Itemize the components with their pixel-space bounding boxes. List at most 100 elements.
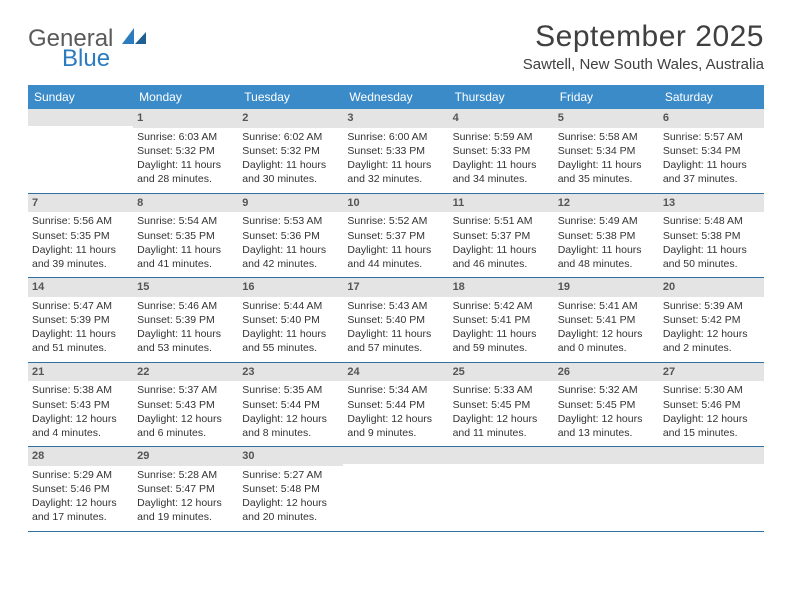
day-details: Sunrise: 5:57 AMSunset: 5:34 PMDaylight:… [659, 128, 764, 193]
header: General Blue September 2025 Sawtell, New… [28, 20, 764, 73]
day-number: 6 [659, 109, 764, 128]
sunrise-text: Sunrise: 5:43 AM [347, 299, 444, 313]
day-number-empty [28, 109, 133, 126]
day-details: Sunrise: 5:27 AMSunset: 5:48 PMDaylight:… [238, 466, 343, 531]
sunrise-text: Sunrise: 5:59 AM [453, 130, 550, 144]
calendar-cell: 9Sunrise: 5:53 AMSunset: 5:36 PMDaylight… [238, 194, 343, 278]
day-number: 23 [238, 363, 343, 382]
sunrise-text: Sunrise: 5:37 AM [137, 383, 234, 397]
daylight-text: Daylight: 11 hours and 57 minutes. [347, 327, 444, 355]
calendar-cell: 20Sunrise: 5:39 AMSunset: 5:42 PMDayligh… [659, 278, 764, 362]
daylight-text: Daylight: 12 hours and 8 minutes. [242, 412, 339, 440]
sunrise-text: Sunrise: 5:41 AM [558, 299, 655, 313]
calendar-cell: 4Sunrise: 5:59 AMSunset: 5:33 PMDaylight… [449, 109, 554, 193]
sunrise-text: Sunrise: 5:44 AM [242, 299, 339, 313]
day-details: Sunrise: 5:35 AMSunset: 5:44 PMDaylight:… [238, 381, 343, 446]
calendar-cell: 27Sunrise: 5:30 AMSunset: 5:46 PMDayligh… [659, 363, 764, 447]
daylight-text: Daylight: 12 hours and 0 minutes. [558, 327, 655, 355]
day-number: 15 [133, 278, 238, 297]
sunset-text: Sunset: 5:47 PM [137, 482, 234, 496]
calendar-cell: 14 Sunrise: 5:47 AMSunset: 5:39 PMDayligh… [28, 278, 133, 362]
day-number-empty [554, 447, 659, 464]
sunset-text: Sunset: 5:38 PM [558, 229, 655, 243]
daylight-text: Daylight: 11 hours and 44 minutes. [347, 243, 444, 271]
day-header: Monday [133, 85, 238, 109]
day-details: Sunrise: 5:49 AMSunset: 5:38 PMDaylight:… [554, 212, 659, 277]
sunrise-text: Sunrise: 5:57 AM [663, 130, 760, 144]
calendar-row: 21Sunrise: 5:38 AMSunset: 5:43 PMDayligh… [28, 363, 764, 448]
calendar-cell: 19Sunrise: 5:41 AMSunset: 5:41 PMDayligh… [554, 278, 659, 362]
calendar-cell [554, 447, 659, 531]
sunset-text: Sunset: 5:33 PM [347, 144, 444, 158]
day-header: Thursday [449, 85, 554, 109]
daylight-text: Daylight: 11 hours and 59 minutes. [453, 327, 550, 355]
day-header: Wednesday [343, 85, 448, 109]
day-details: Sunrise: 6:02 AMSunset: 5:32 PMDaylight:… [238, 128, 343, 193]
day-number-empty [343, 447, 448, 464]
day-details: Sunrise: 5:28 AMSunset: 5:47 PMDaylight:… [133, 466, 238, 531]
sunrise-text: Sunrise: 5:48 AM [663, 214, 760, 228]
day-number: 12 [554, 194, 659, 213]
sunrise-text: Sunrise: 5:35 AM [242, 383, 339, 397]
daylight-text: Daylight: 12 hours and 4 minutes. [32, 412, 129, 440]
calendar-cell: 12Sunrise: 5:49 AMSunset: 5:38 PMDayligh… [554, 194, 659, 278]
calendar: SundayMondayTuesdayWednesdayThursdayFrid… [28, 85, 764, 532]
sunset-text: Sunset: 5:38 PM [663, 229, 760, 243]
calendar-cell: 23Sunrise: 5:35 AMSunset: 5:44 PMDayligh… [238, 363, 343, 447]
sunset-text: Sunset: 5:32 PM [137, 144, 234, 158]
day-details: Sunrise: 5:59 AMSunset: 5:33 PMDaylight:… [449, 128, 554, 193]
daylight-text: Daylight: 11 hours and 51 minutes. [32, 327, 129, 355]
daylight-text: Daylight: 12 hours and 6 minutes. [137, 412, 234, 440]
sunrise-text: Sunrise: 6:02 AM [242, 130, 339, 144]
calendar-cell: 6Sunrise: 5:57 AMSunset: 5:34 PMDaylight… [659, 109, 764, 193]
daylight-text: Daylight: 11 hours and 32 minutes. [347, 158, 444, 186]
daylight-text: Daylight: 11 hours and 39 minutes. [32, 243, 129, 271]
day-number-empty [449, 447, 554, 464]
sunrise-text: Sunrise: 5:29 AM [32, 468, 129, 482]
sunset-text: Sunset: 5:32 PM [242, 144, 339, 158]
calendar-cell: 5Sunrise: 5:58 AMSunset: 5:34 PMDaylight… [554, 109, 659, 193]
daylight-text: Daylight: 11 hours and 41 minutes. [137, 243, 234, 271]
day-details: Sunrise: 5:38 AMSunset: 5:43 PMDaylight:… [28, 381, 133, 446]
day-number-empty [659, 447, 764, 464]
calendar-cell: 10Sunrise: 5:52 AMSunset: 5:37 PMDayligh… [343, 194, 448, 278]
calendar-row: 28Sunrise: 5:29 AMSunset: 5:46 PMDayligh… [28, 447, 764, 532]
calendar-cell: 2Sunrise: 6:02 AMSunset: 5:32 PMDaylight… [238, 109, 343, 193]
daylight-text: Daylight: 11 hours and 34 minutes. [453, 158, 550, 186]
sunset-text: Sunset: 5:35 PM [137, 229, 234, 243]
day-number: 14 [28, 278, 133, 297]
day-number: 2 [238, 109, 343, 128]
calendar-cell: 18Sunrise: 5:42 AMSunset: 5:41 PMDayligh… [449, 278, 554, 362]
calendar-cell [343, 447, 448, 531]
calendar-cell: 15Sunrise: 5:46 AMSunset: 5:39 PMDayligh… [133, 278, 238, 362]
sunset-text: Sunset: 5:33 PM [453, 144, 550, 158]
daylight-text: Daylight: 12 hours and 9 minutes. [347, 412, 444, 440]
day-details: Sunrise: 6:00 AMSunset: 5:33 PMDaylight:… [343, 128, 448, 193]
sunrise-text: Sunrise: 5:52 AM [347, 214, 444, 228]
day-details: Sunrise: 5:39 AMSunset: 5:42 PMDaylight:… [659, 297, 764, 362]
day-details: Sunrise: 5:32 AMSunset: 5:45 PMDaylight:… [554, 381, 659, 446]
sunrise-text: Sunrise: 6:00 AM [347, 130, 444, 144]
sunrise-text: Sunrise: 5:47 AM [32, 299, 129, 313]
day-details: Sunrise: 5:53 AMSunset: 5:36 PMDaylight:… [238, 212, 343, 277]
sunset-text: Sunset: 5:41 PM [558, 313, 655, 327]
calendar-cell: 16Sunrise: 5:44 AMSunset: 5:40 PMDayligh… [238, 278, 343, 362]
day-header: Friday [554, 85, 659, 109]
sunset-text: Sunset: 5:39 PM [32, 313, 129, 327]
day-number: 8 [133, 194, 238, 213]
day-number: 16 [238, 278, 343, 297]
day-details: Sunrise: 5:58 AMSunset: 5:34 PMDaylight:… [554, 128, 659, 193]
sunrise-text: Sunrise: 5:39 AM [663, 299, 760, 313]
daylight-text: Daylight: 11 hours and 48 minutes. [558, 243, 655, 271]
daylight-text: Daylight: 12 hours and 20 minutes. [242, 496, 339, 524]
daylight-text: Daylight: 11 hours and 42 minutes. [242, 243, 339, 271]
sunset-text: Sunset: 5:43 PM [32, 398, 129, 412]
day-details: Sunrise: 5:30 AMSunset: 5:46 PMDaylight:… [659, 381, 764, 446]
brand-logo: General Blue [28, 26, 150, 71]
sunrise-text: Sunrise: 5:32 AM [558, 383, 655, 397]
sunset-text: Sunset: 5:39 PM [137, 313, 234, 327]
daylight-text: Daylight: 12 hours and 19 minutes. [137, 496, 234, 524]
day-number: 1 [133, 109, 238, 128]
day-details: Sunrise: 5:42 AMSunset: 5:41 PMDaylight:… [449, 297, 554, 362]
day-number: 4 [449, 109, 554, 128]
